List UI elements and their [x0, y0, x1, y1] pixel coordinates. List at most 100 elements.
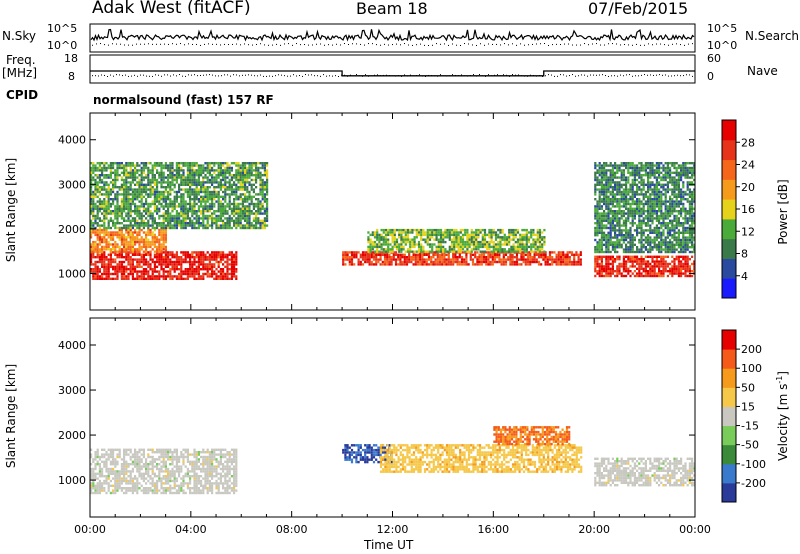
echo-cell — [153, 207, 156, 210]
echo-cell — [134, 171, 137, 174]
echo-cell — [195, 251, 198, 254]
echo-cell — [162, 236, 165, 239]
echo-cell — [631, 214, 634, 218]
echo-cell — [449, 260, 453, 264]
echo-cell — [620, 236, 623, 239]
echo-cell — [142, 253, 145, 256]
echo-cell — [640, 248, 643, 251]
echo-cell — [474, 251, 477, 254]
echo-cell — [614, 246, 617, 249]
echo-cell — [618, 186, 621, 189]
echo-cell — [233, 181, 236, 184]
echo-cell — [510, 238, 513, 241]
echo-cell — [184, 251, 187, 254]
echo-cell — [105, 245, 108, 249]
echo-cell — [255, 205, 258, 208]
echo-cell — [636, 262, 639, 266]
echo-cell — [568, 260, 571, 264]
echo-cell — [134, 250, 137, 253]
echo-cell — [263, 226, 266, 230]
echo-cell — [191, 171, 194, 174]
echo-cell — [438, 263, 442, 266]
echo-cell — [153, 253, 156, 256]
echo-cell — [116, 233, 119, 237]
echo-cell — [417, 243, 421, 246]
echo-cell — [167, 181, 170, 184]
echo-cell — [222, 186, 225, 189]
echo-cell — [579, 251, 582, 254]
echo-cell — [675, 270, 678, 273]
echo-cell — [241, 202, 244, 206]
echo-cell — [636, 174, 639, 177]
echo-cell — [107, 268, 110, 271]
echo-cell — [403, 263, 406, 266]
echo-cell — [147, 214, 150, 218]
echo-cell — [622, 238, 625, 242]
echo-cell — [230, 219, 233, 222]
echo-cell — [151, 222, 154, 225]
echo-cell — [129, 200, 132, 203]
echo-cell — [627, 162, 630, 165]
echo-cell — [94, 233, 97, 237]
echo-cell — [598, 246, 601, 249]
echo-cell — [127, 207, 130, 210]
echo-cell — [105, 188, 108, 191]
echo-cell — [529, 258, 532, 261]
echo-cell — [452, 260, 455, 264]
echo-cell — [167, 190, 170, 194]
echo-cell — [392, 253, 395, 256]
echo-cell — [412, 263, 415, 266]
echo-cell — [105, 277, 108, 280]
echo-cell — [594, 238, 597, 242]
echo-cell — [482, 253, 486, 256]
echo-cell — [230, 162, 233, 165]
echo-cell — [625, 186, 628, 189]
echo-cell — [233, 268, 236, 271]
echo-cell — [414, 256, 417, 259]
echo-cell — [195, 190, 198, 194]
echo-cell — [409, 243, 412, 246]
echo-cell — [222, 210, 225, 213]
echo-cell — [523, 245, 526, 249]
echo-cell — [651, 188, 654, 191]
echo-cell — [96, 236, 99, 239]
echo-cell — [688, 258, 691, 261]
echo-cell — [596, 176, 599, 179]
echo-cell — [233, 193, 236, 196]
echo-cell — [131, 190, 134, 194]
echo-cell — [566, 253, 569, 256]
echo-cell — [131, 226, 134, 230]
echo-cell — [598, 195, 601, 198]
echo-cell — [123, 272, 126, 276]
echo-cell — [191, 174, 194, 177]
echo-cell — [622, 248, 625, 251]
echo-cell — [186, 174, 189, 177]
echo-cell — [376, 250, 379, 253]
echo-cell — [411, 245, 414, 249]
echo-cell — [436, 256, 439, 259]
echo-cell — [367, 245, 370, 249]
echo-cell — [147, 205, 150, 208]
echo-cell — [180, 260, 183, 264]
echo-cell — [160, 171, 163, 174]
echo-cell — [638, 162, 641, 165]
echo-cell — [372, 253, 376, 256]
echo-cell — [239, 198, 242, 201]
echo-cell — [94, 275, 97, 278]
echo-cell — [208, 181, 211, 184]
echo-cell — [441, 263, 444, 266]
echo-cell — [492, 248, 495, 251]
echo-cell — [538, 248, 542, 251]
echo-cell — [226, 205, 229, 208]
echo-cell — [261, 162, 264, 165]
echo-cell — [120, 183, 123, 186]
echo-cell — [217, 275, 220, 278]
echo-cell — [186, 210, 189, 213]
echo-cell — [178, 275, 181, 278]
echo-cell — [134, 238, 137, 241]
echo-cell — [127, 236, 130, 239]
echo-cell — [600, 190, 603, 194]
echo-cell — [503, 248, 506, 251]
echo-cell — [164, 188, 167, 191]
echo-cell — [261, 219, 264, 222]
